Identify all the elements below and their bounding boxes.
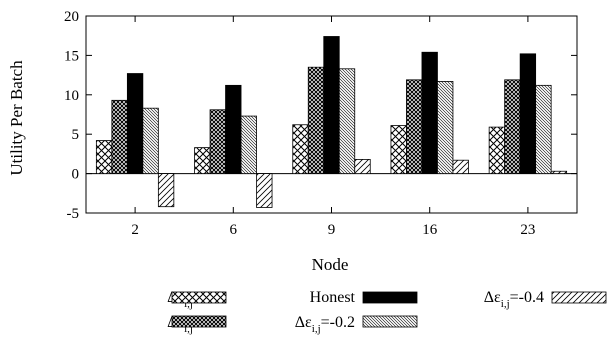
bar-9-series-3 [338,68,356,174]
bar-2-series-4 [157,173,175,208]
y-tick-label: 20 [64,9,79,25]
legend-main: Δε [295,314,312,331]
bar-2-series-3 [142,107,159,174]
bar-6-series-1 [209,109,226,175]
bar-2-series-0 [95,140,113,174]
legend-subscript: i,j [184,298,193,310]
y-tick-label: -5 [67,206,80,222]
bar-16-series-1 [406,79,423,175]
bar-16-series-3 [437,81,454,174]
bar-9-series-4 [354,159,371,175]
bar-23-series-3 [535,84,552,174]
x-tick-label: 6 [230,222,238,238]
legend-swatch-3 [362,315,418,328]
legend-subscript: i,j [312,323,321,335]
legend-value: =-0.4 [510,289,544,306]
x-tick-label: 9 [328,222,336,238]
bar-23-series-1 [504,79,521,175]
legend-swatch-0 [171,291,227,304]
bar-16-series-4 [452,159,469,174]
y-tick-label: 5 [72,127,80,143]
y-tick-label: 0 [72,167,80,183]
bar-23-series-2 [519,53,537,175]
legend-swatch-2 [362,291,418,304]
legend-label-4: Δεi,j=-0.4 [484,289,544,310]
legend-label-3: Δεi,j=-0.2 [295,314,355,335]
bar-6-series-4 [256,173,273,208]
legend-label-2: Honest [310,289,356,306]
legend-swatch-1 [171,315,227,328]
legend-swatch-4 [551,291,607,304]
x-tick-label: 2 [131,222,139,238]
y-tick-label: 10 [64,88,79,104]
legend-main: Honest [310,289,356,306]
bar-9-series-1 [307,66,325,174]
bar-6-series-3 [240,115,257,174]
bar-2-series-1 [111,99,128,174]
y-tick-label: 15 [64,48,79,64]
bar-9-series-2 [323,36,340,174]
bar-23-series-4 [550,170,568,174]
x-axis-title: Node [312,255,349,274]
bar-16-series-2 [421,51,438,174]
bar-23-series-0 [488,126,506,175]
bar-9-series-0 [292,124,309,175]
legend-value: =-0.2 [321,314,355,331]
legend-main: Δε [484,289,501,306]
x-tick-label: 16 [422,222,438,238]
y-axis-title: Utility Per Batch [7,60,26,176]
bar-16-series-0 [390,125,407,174]
legend-subscript: i,j [184,323,193,335]
legend-subscript: i,j [501,298,510,310]
bar-2-series-2 [126,73,144,174]
bar-6-series-2 [225,84,242,174]
x-tick-label: 23 [520,222,535,238]
bar-6-series-0 [194,147,211,174]
